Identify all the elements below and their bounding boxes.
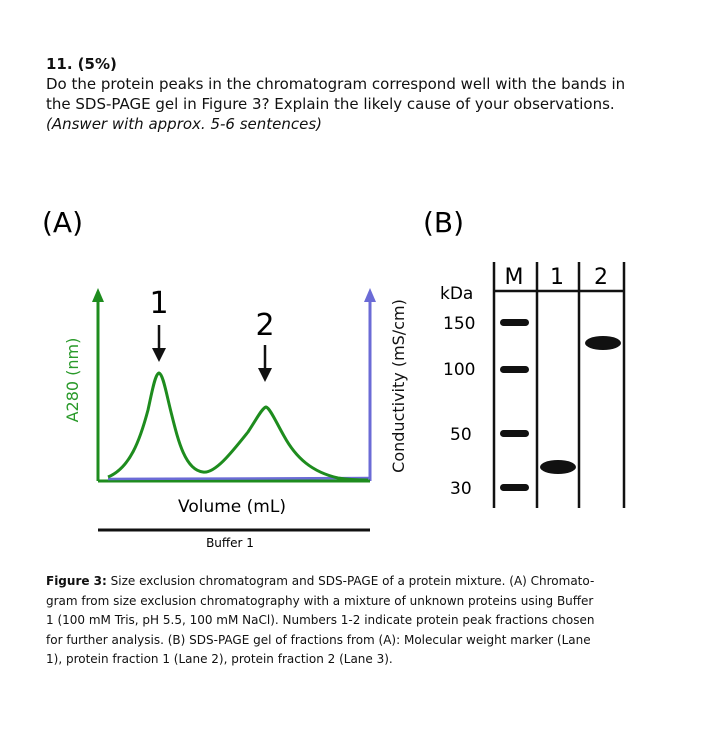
caption-line5: 1), protein fraction 1 (Lane 2), protein… bbox=[46, 652, 393, 666]
question-text-line1: Do the protein peaks in the chromatogram… bbox=[46, 75, 626, 93]
absorbance-trace bbox=[107, 371, 369, 482]
marker-label-30: 30 bbox=[450, 479, 472, 499]
panel-a-label: (A) bbox=[42, 206, 83, 239]
y-axis-left-arrow-icon bbox=[92, 288, 104, 302]
caption-line1: Size exclusion chromatogram and SDS-PAGE… bbox=[110, 574, 595, 588]
peak-arrow-2-icon bbox=[258, 345, 272, 382]
panel-b-label: (B) bbox=[423, 206, 464, 239]
caption-line3: 1 (100 mM Tris, pH 5.5, 100 mM NaCl). Nu… bbox=[46, 613, 595, 627]
question-text-line2: the SDS-PAGE gel in Figure 3? Explain th… bbox=[46, 95, 615, 113]
lane-header-1: 1 bbox=[550, 265, 564, 290]
y-axis-right-arrow-icon bbox=[364, 288, 376, 302]
question-points: (5%) bbox=[77, 55, 117, 73]
band-lane-2 bbox=[585, 336, 621, 350]
lane-header-m: M bbox=[505, 265, 524, 290]
buffer-label: Buffer 1 bbox=[206, 536, 254, 550]
y-axis-left-label: A280 (nm) bbox=[63, 338, 82, 423]
band-marker-30 bbox=[500, 484, 529, 491]
caption-line4: for further analysis. (B) SDS-PAGE gel o… bbox=[46, 632, 591, 647]
question-header: 11. (5%) bbox=[46, 54, 686, 74]
question-number: 11. bbox=[46, 55, 73, 73]
peak-arrow-1-icon bbox=[152, 325, 166, 362]
y-axis-left bbox=[92, 288, 104, 481]
peak-label-1: 1 bbox=[149, 286, 168, 321]
band-marker-100 bbox=[500, 366, 529, 373]
band-marker-150 bbox=[500, 319, 529, 326]
marker-label-150: 150 bbox=[443, 314, 475, 334]
marker-label-100: 100 bbox=[443, 360, 475, 380]
question-note: (Answer with approx. 5-6 sentences) bbox=[46, 115, 323, 133]
band-lane-1 bbox=[540, 460, 576, 474]
gel-lane-headers: M 1 2 bbox=[505, 265, 608, 290]
lane-header-2: 2 bbox=[594, 265, 608, 290]
x-axis-label: Volume (mL) bbox=[178, 497, 286, 517]
peak-label-2: 2 bbox=[255, 308, 274, 343]
band-marker-50 bbox=[500, 430, 529, 437]
marker-label-50: 50 bbox=[450, 425, 472, 445]
y-axis-right bbox=[364, 288, 376, 481]
figure-caption: Figure 3: Size exclusion chromatogram an… bbox=[46, 572, 636, 670]
question-block: 11. (5%) Do the protein peaks in the chr… bbox=[46, 54, 686, 134]
y-axis-right-label: Conductivity (mS/cm) bbox=[389, 299, 408, 473]
conductivity-trace bbox=[107, 476, 371, 481]
caption-label: Figure 3: bbox=[46, 574, 107, 588]
kda-unit-label: kDa bbox=[440, 284, 473, 304]
gel-bands bbox=[500, 319, 621, 491]
gel-frame bbox=[492, 262, 626, 508]
caption-line2: gram from size exclusion chromatography … bbox=[46, 593, 594, 608]
